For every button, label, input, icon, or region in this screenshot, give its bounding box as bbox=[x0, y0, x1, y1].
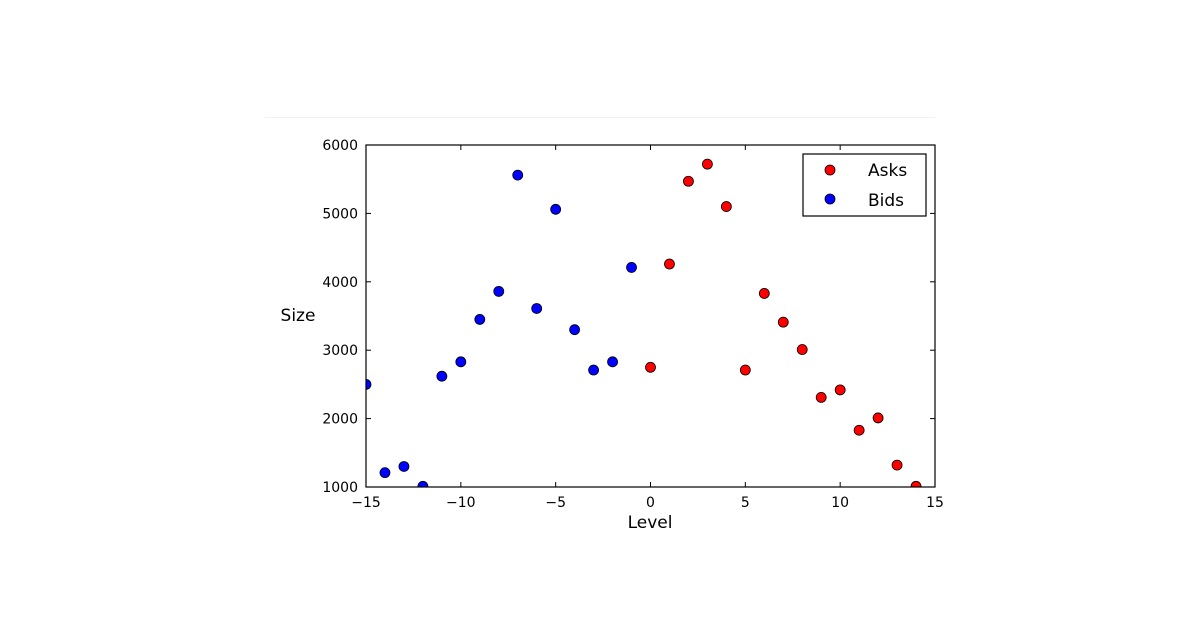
point-bids bbox=[531, 303, 543, 314]
x-tick-label: 10 bbox=[831, 495, 849, 511]
legend: Asks Bids bbox=[802, 153, 927, 217]
point-asks bbox=[758, 288, 770, 299]
point-asks bbox=[891, 459, 903, 471]
point-asks bbox=[872, 412, 884, 424]
point-bids bbox=[607, 356, 618, 368]
legend-marker-bids bbox=[824, 193, 836, 205]
x-tick-label: 15 bbox=[926, 495, 944, 511]
point-asks bbox=[664, 258, 675, 270]
point-bids bbox=[569, 324, 581, 336]
point-asks bbox=[815, 391, 827, 403]
point-bids bbox=[626, 262, 637, 273]
point-bids bbox=[436, 370, 448, 382]
x-tick-label: 5 bbox=[741, 495, 750, 511]
x-tick-label: 0 bbox=[646, 495, 655, 511]
point-bids bbox=[398, 461, 410, 472]
decorative-divider bbox=[265, 117, 935, 118]
point-asks bbox=[834, 384, 846, 396]
point-asks bbox=[910, 480, 922, 487]
point-asks bbox=[720, 201, 732, 212]
point-asks bbox=[702, 158, 713, 170]
point-asks bbox=[853, 424, 865, 436]
point-bids bbox=[379, 467, 391, 479]
point-asks bbox=[777, 316, 789, 328]
x-tick-label: −5 bbox=[545, 495, 566, 511]
point-bids bbox=[550, 203, 562, 215]
y-tick-label: 4000 bbox=[322, 275, 358, 291]
point-bids bbox=[455, 356, 467, 368]
y-tick-label: 3000 bbox=[322, 343, 358, 359]
point-asks bbox=[683, 175, 694, 187]
legend-label-bids: Bids bbox=[868, 191, 904, 211]
point-bids bbox=[474, 314, 486, 325]
y-tick-label: 1000 bbox=[322, 480, 358, 496]
x-axis-label: Level bbox=[628, 513, 673, 533]
y-tick-label: 5000 bbox=[322, 206, 358, 222]
y-tick-label: 6000 bbox=[322, 138, 358, 154]
x-tick-label: −10 bbox=[446, 495, 476, 511]
legend-marker-asks bbox=[824, 164, 836, 176]
x-tick-label: −15 bbox=[351, 495, 381, 511]
point-bids bbox=[366, 379, 372, 390]
point-bids bbox=[493, 285, 505, 297]
y-axis-label: Size bbox=[281, 306, 316, 326]
legend-box bbox=[802, 153, 927, 217]
point-bids bbox=[417, 480, 429, 487]
point-asks bbox=[645, 361, 656, 373]
y-tick-label: 2000 bbox=[322, 412, 358, 428]
point-bids bbox=[512, 169, 524, 181]
point-bids bbox=[588, 364, 599, 376]
legend-label-asks: Asks bbox=[868, 161, 907, 181]
point-asks bbox=[796, 344, 808, 355]
point-asks bbox=[739, 364, 751, 376]
